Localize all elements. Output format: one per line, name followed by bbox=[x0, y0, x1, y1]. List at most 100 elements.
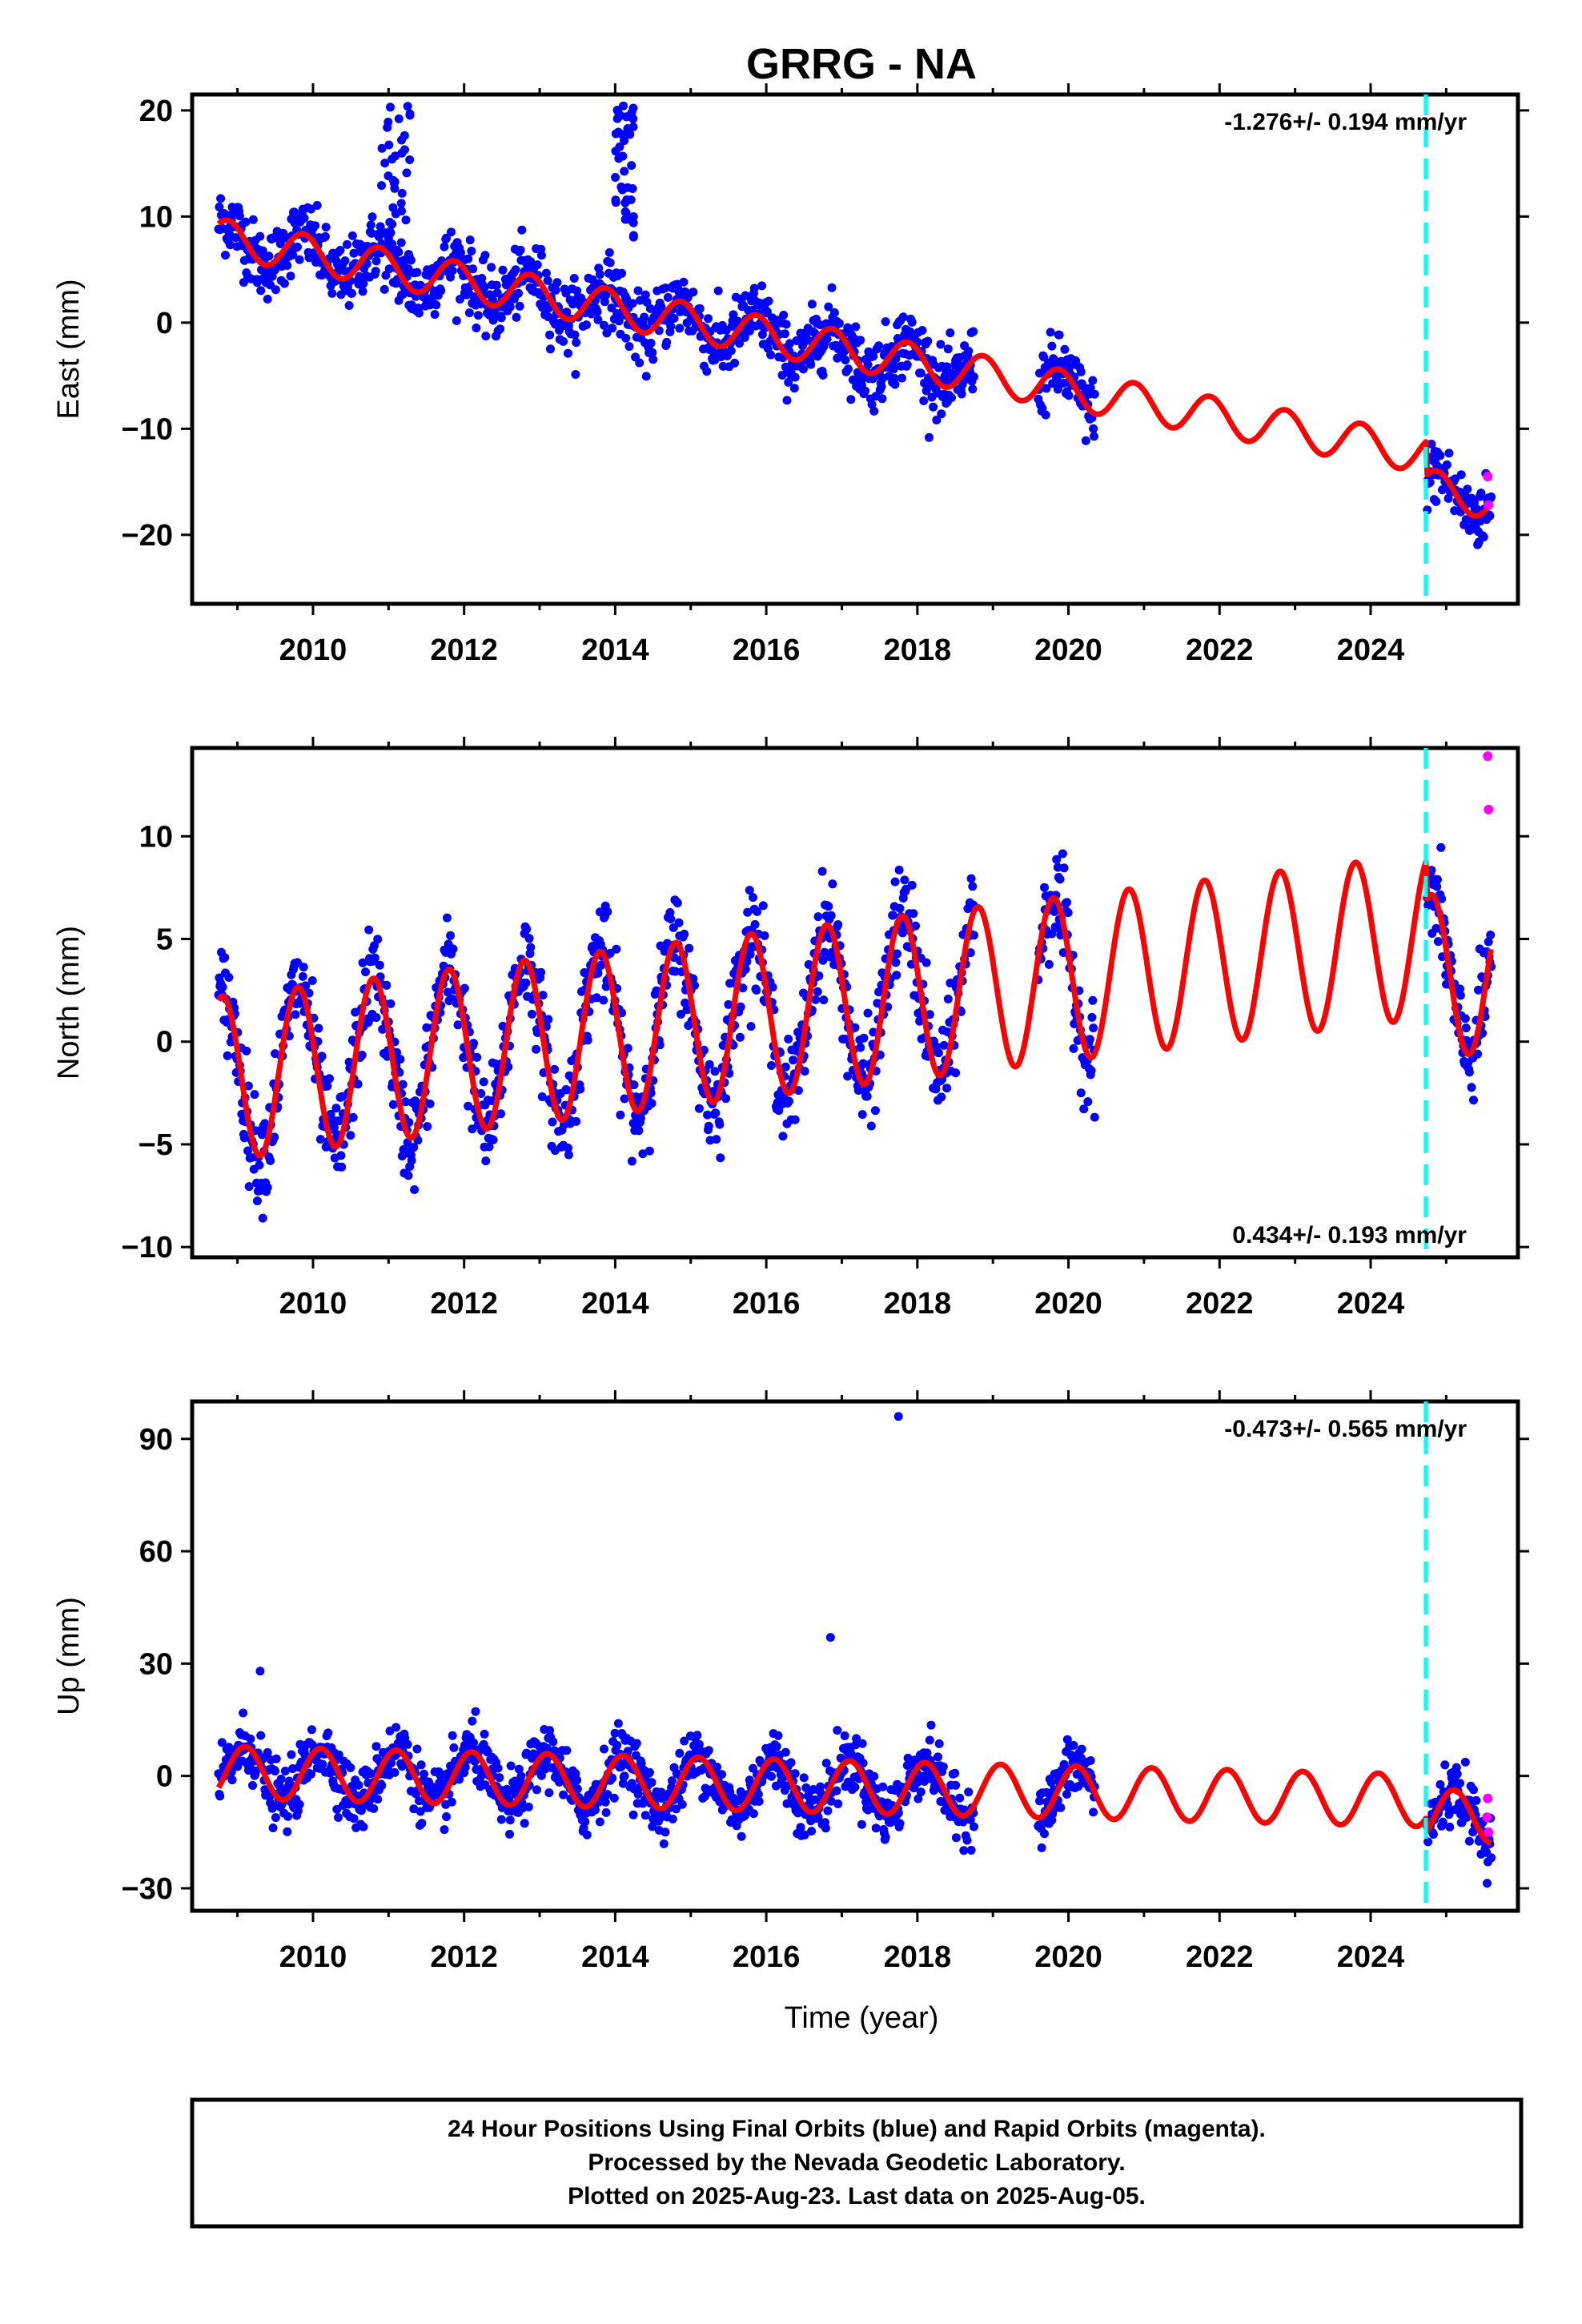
final-orbit-point bbox=[496, 313, 506, 323]
final-orbit-point bbox=[516, 1771, 526, 1781]
final-orbit-point bbox=[852, 1734, 861, 1743]
final-orbit-point bbox=[343, 239, 351, 249]
final-orbit-point bbox=[464, 1101, 473, 1111]
final-orbit-point bbox=[562, 1085, 572, 1095]
final-orbit-point bbox=[448, 266, 457, 275]
final-orbit-point bbox=[622, 294, 632, 304]
final-orbit-point bbox=[1037, 1843, 1046, 1852]
final-orbit-point bbox=[384, 140, 394, 150]
final-orbit-point bbox=[520, 1819, 529, 1828]
data-layer bbox=[214, 94, 1496, 604]
final-orbit-point bbox=[738, 983, 748, 993]
final-orbit-point bbox=[612, 114, 622, 123]
rate-label: -0.473+/- 0.565 mm/yr bbox=[1224, 1416, 1467, 1442]
final-orbit-point bbox=[890, 380, 900, 389]
final-orbit-point bbox=[611, 198, 620, 207]
final-orbit-point bbox=[572, 286, 582, 296]
final-orbit-point bbox=[857, 1110, 867, 1120]
final-orbit-point bbox=[1038, 404, 1047, 413]
x-tick-label: 2012 bbox=[430, 633, 498, 667]
final-orbit-point bbox=[1079, 1104, 1089, 1114]
x-tick-label: 2012 bbox=[430, 1940, 498, 1974]
final-orbit-point bbox=[750, 919, 760, 929]
final-orbit-point bbox=[403, 102, 412, 111]
final-orbit-point bbox=[336, 1151, 346, 1160]
final-orbit-point bbox=[895, 903, 905, 913]
final-orbit-point bbox=[613, 1719, 623, 1728]
final-orbit-point bbox=[704, 1121, 713, 1131]
final-orbit-point bbox=[346, 1131, 355, 1140]
final-orbit-point bbox=[811, 995, 821, 1004]
final-orbit-point bbox=[268, 1823, 278, 1832]
final-orbit-point bbox=[644, 1146, 654, 1156]
final-orbit-point bbox=[620, 167, 629, 176]
final-orbit-point bbox=[1089, 424, 1098, 433]
final-orbit-point bbox=[780, 329, 789, 339]
final-orbit-point bbox=[358, 287, 367, 296]
final-orbit-point bbox=[866, 1121, 876, 1131]
final-orbit-point bbox=[713, 1763, 721, 1771]
final-orbit-point bbox=[371, 256, 381, 266]
final-orbit-point bbox=[1069, 1043, 1078, 1053]
final-orbit-point bbox=[388, 203, 398, 212]
final-orbit-point bbox=[682, 1005, 692, 1015]
final-orbit-point bbox=[348, 1112, 358, 1122]
final-orbit-point bbox=[383, 123, 392, 132]
x-tick-label: 2020 bbox=[1034, 1940, 1102, 1974]
final-orbit-point bbox=[822, 334, 832, 344]
final-orbit-point bbox=[889, 911, 897, 920]
final-orbit-point bbox=[629, 1080, 639, 1090]
final-orbit-point bbox=[239, 1708, 248, 1718]
final-orbit-point bbox=[790, 372, 800, 382]
final-orbit-point bbox=[628, 103, 638, 113]
final-orbit-point bbox=[367, 212, 377, 222]
final-orbit-point bbox=[680, 1736, 689, 1746]
final-orbit-point bbox=[276, 1775, 286, 1783]
final-orbit-point bbox=[286, 271, 295, 281]
final-orbit-point bbox=[656, 302, 666, 312]
y-axis-label: Up (mm) bbox=[52, 1597, 86, 1715]
final-orbit-point bbox=[396, 199, 406, 208]
final-orbit-point bbox=[593, 315, 603, 324]
final-orbit-point bbox=[248, 215, 258, 224]
final-orbit-point bbox=[789, 1055, 798, 1065]
final-orbit-point bbox=[968, 384, 978, 394]
final-orbit-point bbox=[782, 1799, 792, 1808]
final-orbit-point bbox=[610, 1728, 620, 1738]
final-orbit-point bbox=[764, 296, 773, 306]
final-orbit-point bbox=[307, 976, 317, 985]
final-orbit-point bbox=[1427, 866, 1436, 875]
x-tick-label: 2016 bbox=[733, 633, 801, 667]
final-orbit-point bbox=[647, 1778, 656, 1787]
final-orbit-point bbox=[315, 1135, 325, 1144]
final-orbit-point bbox=[851, 322, 861, 332]
final-orbit-point bbox=[647, 1099, 656, 1108]
final-orbit-point bbox=[628, 212, 638, 221]
final-orbit-point bbox=[934, 1739, 944, 1748]
final-orbit-point bbox=[745, 326, 754, 336]
final-orbit-point bbox=[496, 324, 505, 334]
final-orbit-point bbox=[258, 1213, 267, 1223]
final-orbit-point bbox=[398, 256, 408, 266]
final-orbit-point bbox=[877, 382, 886, 392]
final-orbit-point bbox=[375, 960, 384, 970]
panel-frame bbox=[190, 1399, 1520, 1913]
final-orbit-point bbox=[1433, 875, 1442, 884]
final-orbit-point bbox=[464, 254, 473, 263]
final-orbit-point bbox=[800, 1830, 809, 1839]
final-orbit-point bbox=[358, 958, 367, 967]
final-orbit-point bbox=[638, 1149, 648, 1159]
final-orbit-point bbox=[857, 1819, 866, 1829]
final-orbit-point bbox=[380, 159, 390, 168]
final-orbit-point bbox=[220, 953, 230, 963]
final-orbit-point bbox=[1473, 1049, 1483, 1059]
final-orbit-point bbox=[417, 1819, 427, 1828]
final-orbit-point bbox=[609, 1793, 619, 1803]
final-orbit-point bbox=[813, 1812, 823, 1822]
final-orbit-point bbox=[271, 1754, 281, 1763]
final-orbit-point bbox=[1064, 391, 1074, 400]
final-orbit-point bbox=[569, 274, 579, 283]
final-orbit-point bbox=[799, 1773, 809, 1783]
final-orbit-point bbox=[689, 287, 698, 297]
final-orbit-point bbox=[785, 1096, 793, 1106]
